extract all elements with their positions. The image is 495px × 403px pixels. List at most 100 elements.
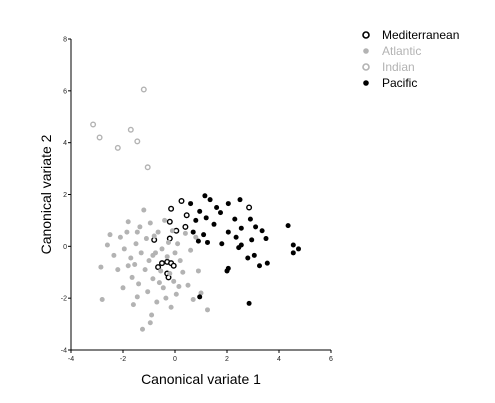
x-tick-label: -2 bbox=[120, 356, 126, 363]
point-pacific bbox=[249, 237, 255, 243]
point-atlantic bbox=[145, 289, 151, 295]
data-points bbox=[90, 86, 301, 332]
x-tick-label: 4 bbox=[277, 356, 281, 363]
point-atlantic bbox=[121, 246, 127, 252]
point-pacific bbox=[233, 234, 239, 240]
point-atlantic bbox=[176, 284, 182, 290]
point-atlantic bbox=[147, 320, 153, 326]
point-pacific bbox=[225, 201, 231, 207]
point-atlantic bbox=[166, 239, 171, 245]
point-atlantic bbox=[154, 299, 160, 305]
point-mediterranean bbox=[158, 260, 165, 267]
point-atlantic bbox=[149, 312, 155, 318]
point-mediterranean bbox=[246, 204, 253, 211]
legend-item-pacific: Pacific bbox=[363, 76, 417, 90]
x-tick-label: -4 bbox=[68, 356, 74, 363]
point-atlantic bbox=[160, 285, 166, 291]
point-pacific bbox=[218, 210, 223, 216]
point-atlantic bbox=[142, 267, 148, 273]
point-atlantic bbox=[177, 258, 183, 264]
y-tick-label: 8 bbox=[63, 37, 67, 44]
series-atlantic bbox=[98, 207, 210, 332]
point-pacific bbox=[197, 208, 203, 214]
point-atlantic bbox=[132, 261, 138, 267]
point-atlantic bbox=[147, 220, 153, 226]
point-atlantic bbox=[151, 233, 157, 239]
point-pacific bbox=[237, 197, 243, 203]
point-pacific bbox=[201, 232, 207, 238]
point-pacific bbox=[259, 228, 265, 234]
legend-label: Pacific bbox=[382, 76, 417, 90]
point-atlantic bbox=[140, 326, 145, 332]
x-axis-ticks: -4 -2 0 2 4 6 bbox=[68, 350, 333, 363]
y-tick-label: -2 bbox=[61, 296, 67, 303]
point-pacific bbox=[207, 197, 213, 203]
point-atlantic bbox=[150, 252, 156, 258]
point-atlantic bbox=[136, 281, 142, 287]
x-axis-label: Canonical variate 1 bbox=[141, 371, 261, 387]
point-pacific bbox=[264, 260, 270, 266]
point-mediterranean bbox=[183, 212, 190, 219]
point-pacific bbox=[225, 229, 231, 235]
point-atlantic bbox=[104, 242, 110, 248]
point-pacific bbox=[224, 268, 230, 274]
point-atlantic bbox=[129, 274, 135, 280]
legend-item-mediterranean: Mediterranean bbox=[362, 28, 459, 42]
legend-marker bbox=[363, 80, 369, 86]
point-pacific bbox=[296, 246, 301, 252]
legend-item-atlantic: Atlantic bbox=[363, 44, 421, 58]
point-pacific bbox=[219, 241, 225, 247]
point-atlantic bbox=[159, 246, 165, 252]
point-atlantic bbox=[190, 296, 196, 302]
point-atlantic bbox=[137, 224, 143, 230]
point-atlantic bbox=[128, 255, 134, 261]
point-atlantic bbox=[169, 228, 175, 234]
point-atlantic bbox=[172, 250, 178, 256]
legend-label: Atlantic bbox=[382, 44, 421, 58]
point-atlantic bbox=[175, 241, 181, 247]
point-pacific bbox=[214, 204, 220, 210]
point-mediterranean bbox=[155, 264, 162, 271]
point-pacific bbox=[245, 255, 251, 261]
point-indian bbox=[127, 126, 134, 133]
point-atlantic bbox=[168, 304, 174, 310]
legend-label: Indian bbox=[382, 60, 415, 74]
point-atlantic bbox=[130, 302, 136, 308]
point-pacific bbox=[190, 229, 196, 235]
point-pacific bbox=[202, 193, 208, 199]
point-atlantic bbox=[198, 290, 204, 296]
x-tick-label: 0 bbox=[173, 356, 177, 363]
point-atlantic bbox=[141, 207, 147, 213]
point-pacific bbox=[246, 300, 252, 306]
y-tick-label: 4 bbox=[63, 140, 67, 147]
point-pacific bbox=[290, 250, 296, 256]
point-atlantic bbox=[205, 307, 210, 313]
point-pacific bbox=[238, 225, 244, 231]
point-pacific bbox=[203, 215, 209, 221]
point-atlantic bbox=[163, 295, 169, 301]
point-atlantic bbox=[156, 280, 162, 286]
point-pacific bbox=[247, 216, 253, 222]
point-atlantic bbox=[188, 247, 194, 253]
x-tick-label: 2 bbox=[225, 356, 229, 363]
point-mediterranean bbox=[182, 223, 189, 230]
legend-label: Mediterranean bbox=[382, 28, 459, 42]
point-atlantic bbox=[185, 282, 191, 288]
point-mediterranean bbox=[170, 262, 177, 269]
point-pacific bbox=[257, 263, 262, 269]
y-axis-label: Canonical variate 2 bbox=[38, 134, 54, 254]
point-pacific bbox=[232, 216, 238, 222]
point-pacific bbox=[290, 242, 296, 248]
point-atlantic bbox=[120, 285, 126, 291]
point-indian bbox=[96, 134, 103, 141]
point-pacific bbox=[197, 294, 203, 300]
point-atlantic bbox=[164, 254, 170, 260]
point-atlantic bbox=[99, 296, 105, 302]
legend-marker bbox=[362, 31, 370, 39]
point-atlantic bbox=[107, 232, 113, 238]
point-atlantic bbox=[171, 278, 177, 284]
point-atlantic bbox=[182, 230, 188, 236]
point-indian bbox=[134, 138, 141, 145]
point-pacific bbox=[193, 217, 199, 223]
